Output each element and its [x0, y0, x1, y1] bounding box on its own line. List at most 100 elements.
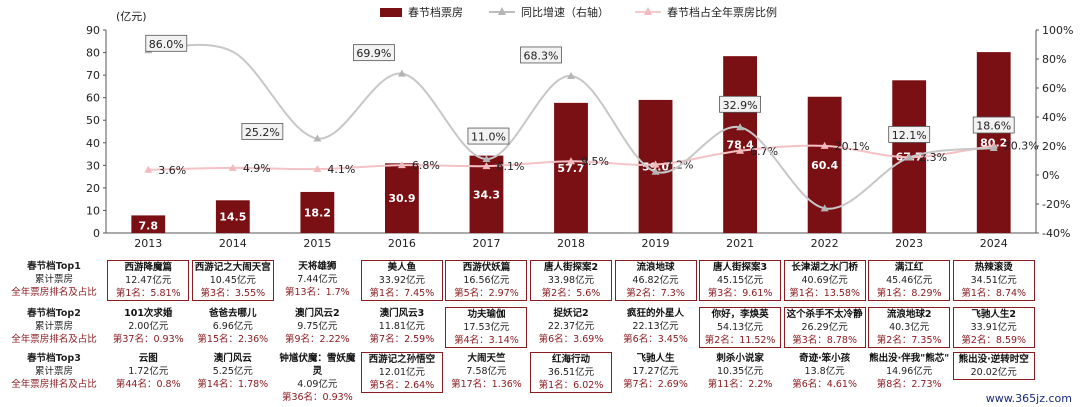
film-name: 长津湖之水门桥 — [791, 262, 858, 273]
film-rank: 第1名：7.45% — [369, 288, 435, 299]
film-box: 45.46亿元 — [886, 275, 933, 286]
legend-label-share: 春节档占全年票房比例 — [667, 6, 777, 19]
film-rank: 第2名：11.52% — [704, 335, 776, 346]
bar-value-label: 7.8 — [139, 219, 159, 232]
legend-item-growth: 同比增速（右轴） — [489, 4, 609, 20]
film-cell-top3: 刺杀小说家 10.35亿元 第11名：2.2% — [699, 352, 781, 391]
row-label-title: 春节档Top3 — [27, 353, 81, 364]
left-tick-label: 40 — [86, 137, 100, 150]
film-name: 唐人街探案2 — [543, 262, 599, 273]
growth-label-box — [888, 126, 931, 143]
film-name: 你好，李焕英 — [711, 309, 769, 320]
film-name: 刺杀小说家 — [716, 353, 764, 364]
film-name: 天将雄狮 — [298, 261, 337, 272]
film-box: 22.13亿元 — [632, 321, 679, 332]
film-name: 云图 — [138, 353, 158, 364]
film-cell-top2: 捉妖记2 22.37亿元 第6名：3.69% — [530, 307, 612, 346]
film-cell-top1: 西游伏妖篇 16.56亿元 第5名：2.97% — [445, 260, 528, 301]
film-rank: 第37名：0.93% — [112, 334, 184, 345]
film-rank: 第6名：3.69% — [538, 334, 604, 345]
film-box: 14.96亿元 — [886, 366, 933, 377]
bar-2018 — [554, 102, 588, 233]
film-box: 12.01亿元 — [378, 367, 425, 378]
film-name: 美人鱼 — [387, 262, 417, 273]
x-tick-label: 2017 — [472, 237, 500, 250]
film-name: 这个杀手不太冷静 — [786, 309, 863, 320]
bar-value-label: 14.5 — [219, 211, 246, 224]
row-label-top3: 春节档Top3 累计票房 全年票房排名及占比 — [2, 352, 106, 391]
growth-value-label: 18.6% — [976, 120, 1011, 133]
right-tick-label: -20% — [1042, 198, 1070, 211]
left-tick-label: 10 — [86, 204, 100, 217]
film-box: 20.02亿元 — [970, 367, 1017, 378]
bar-value-label: 18.2 — [304, 206, 331, 219]
growth-value-label: 86.0% — [149, 38, 184, 51]
row-label-sub: 累计票房 — [34, 321, 73, 332]
row-label-sub: 累计票房 — [34, 274, 73, 285]
film-cell-top1: 西游记之大闹天宫 10.45亿元 第3名：3.55% — [191, 260, 274, 301]
film-name: 101次求婚 — [124, 308, 173, 319]
film-box: 33.91亿元 — [970, 322, 1017, 333]
row-label-title: 春节档Top2 — [27, 308, 81, 319]
row-label-sub: 累计票房 — [34, 366, 73, 377]
film-cell-top1: 唐人街探案2 33.98亿元 第2名：5.6% — [530, 260, 612, 301]
growth-label-box — [353, 44, 395, 62]
film-rank: 第3名：3.55% — [200, 288, 266, 299]
film-cell-top3: 红海行动 36.51亿元 第1名：6.02% — [530, 352, 612, 393]
film-rank: 第9名：2.22% — [284, 334, 350, 345]
bar-2015 — [300, 191, 335, 233]
film-cell-top2: 你好，李焕英 54.13亿元第2名：11.52% — [699, 307, 782, 348]
share-value-label: 6.1% — [496, 160, 524, 173]
film-rank: 第44名：0.8% — [115, 379, 181, 390]
x-tick-label: 2022 — [811, 237, 839, 250]
bar-2021 — [723, 56, 757, 233]
film-box: 26.29亿元 — [801, 322, 848, 333]
legend-item-bar: 春节档票房 — [380, 4, 463, 20]
growth-point — [482, 155, 491, 163]
film-cell-top2: 101次求婚 2.00亿元 第37名：0.93% — [107, 307, 189, 346]
film-box: 6.96亿元 — [212, 321, 253, 332]
film-rank: 第6名：3.45% — [623, 334, 688, 345]
row-label-top1: 春节档Top1 累计票房 全年票房排名及占比 — [2, 260, 106, 299]
film-cell-top1: 西游降魔篇 12.47亿元 第1名：5.81% — [107, 260, 190, 301]
film-rank: 第8名：2.73% — [876, 379, 942, 390]
film-name: 唐人街探案3 — [713, 262, 768, 273]
film-box: 22.37亿元 — [547, 321, 595, 332]
x-tick-label: 2021 — [726, 237, 754, 250]
growth-value-label: 69.9% — [356, 47, 391, 60]
film-box: 5.25亿元 — [212, 366, 253, 377]
film-box: 7.58亿元 — [466, 366, 507, 377]
film-box: 17.53亿元 — [463, 322, 510, 333]
film-cell-top3: 飞驰人生 17.27亿元 第7名：2.69% — [615, 352, 697, 391]
film-name: 西游记之大闹天宫 — [194, 262, 271, 273]
film-name: 奇迹·笨小孩 — [799, 353, 851, 364]
growth-value-label: 68.3% — [524, 49, 559, 62]
film-name: 飞驰人生2 — [971, 309, 1017, 320]
growth-point — [397, 69, 406, 77]
film-rank: 第17名：1.36% — [451, 379, 522, 390]
left-tick-label: 70 — [86, 69, 100, 82]
legend-swatch-growth — [489, 7, 515, 15]
x-tick-label: 2014 — [219, 237, 247, 250]
film-name: 西游记之孙悟空 — [368, 354, 436, 365]
growth-value-label: 25.2% — [245, 126, 280, 139]
film-name: 热辣滚烫 — [974, 262, 1013, 273]
growth-point — [905, 153, 914, 161]
left-axis-unit: (亿元) — [116, 10, 147, 23]
film-rank: 第2名：5.6% — [541, 288, 601, 299]
share-value-label: 3.6% — [158, 164, 186, 177]
film-name: 澳门风云 — [213, 353, 252, 364]
row-label-top2: 春节档Top2 累计票房 全年票房排名及占比 — [2, 307, 106, 346]
x-tick-label: 2016 — [388, 237, 416, 250]
film-rank: 第1名：8.29% — [876, 288, 942, 299]
growth-label-box — [972, 116, 1015, 134]
film-name: 澳门风云2 — [295, 308, 340, 319]
film-rank: 第2名：7.3% — [626, 288, 685, 299]
film-box: 13.8亿元 — [804, 366, 845, 377]
film-name: 澳门风云3 — [379, 308, 425, 319]
film-name: 西游降魔篇 — [124, 262, 173, 273]
film-box: 54.13亿元 — [716, 322, 764, 333]
film-box: 12.47亿元 — [125, 275, 172, 286]
film-name: 爸爸去哪儿 — [209, 308, 257, 319]
film-rank: 第1名：6.02% — [538, 380, 604, 391]
